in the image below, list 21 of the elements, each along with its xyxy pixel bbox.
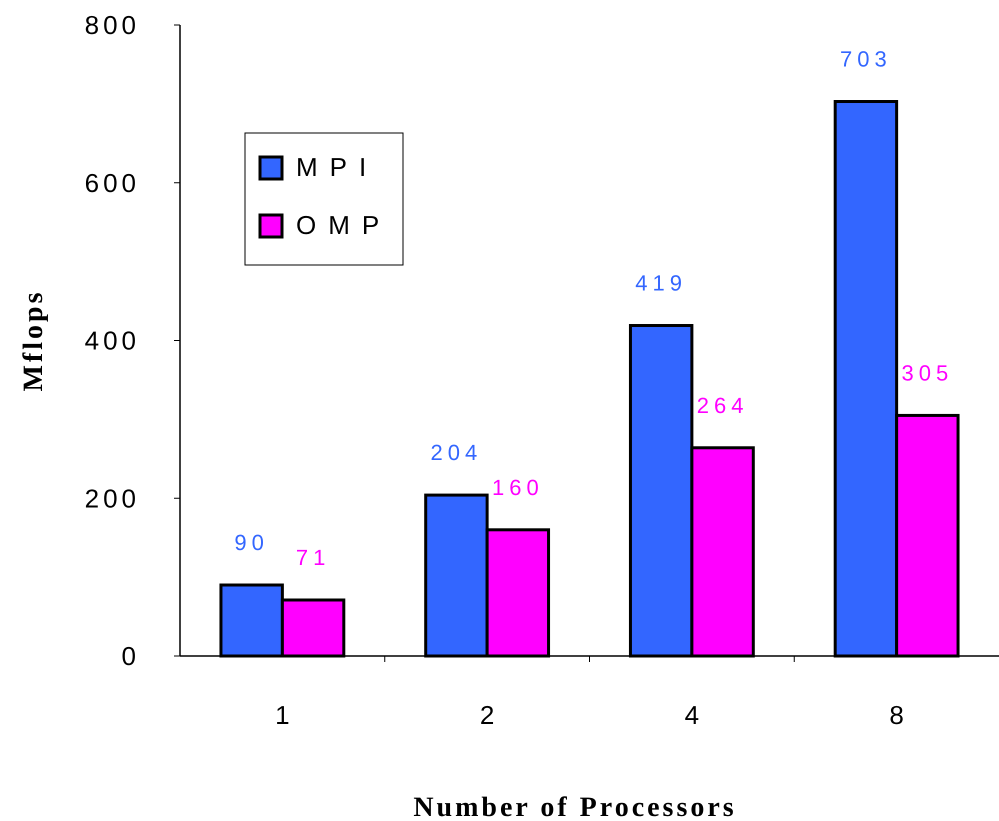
x-tick-label: 8: [889, 700, 904, 730]
y-tick-label: 400: [84, 326, 140, 356]
y-axis-title: Mflops: [18, 290, 49, 392]
legend-label: OMP: [296, 210, 392, 240]
x-tick-label: 4: [684, 700, 700, 730]
legend-label: MPI: [296, 152, 378, 182]
data-label: 71: [296, 545, 330, 570]
data-label: 305: [901, 360, 954, 386]
x-axis-title: Number of Processors: [413, 792, 737, 821]
y-tick-label: 800: [84, 10, 140, 40]
data-label: 703: [840, 46, 892, 72]
data-label: 419: [635, 270, 688, 296]
y-tick-label: 200: [84, 483, 140, 514]
y-tick-label: 600: [84, 168, 140, 198]
data-label: 160: [492, 474, 544, 500]
data-label: 90: [234, 530, 269, 556]
x-tick-label: 1: [275, 700, 290, 730]
data-label: 264: [696, 392, 748, 418]
data-label: 204: [430, 440, 482, 466]
x-tick-label: 2: [480, 700, 494, 730]
y-tick-label: 0: [122, 641, 140, 672]
